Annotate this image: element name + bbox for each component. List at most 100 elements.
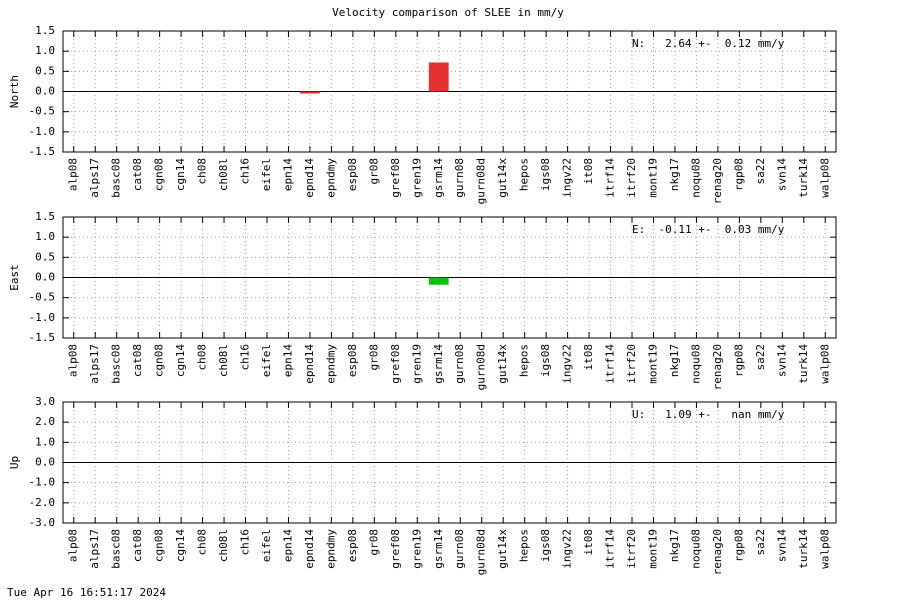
x-tick-label: mont19	[646, 158, 659, 198]
x-tick-label: sa22	[754, 529, 767, 556]
y-tick-label: 0.5	[35, 250, 55, 263]
x-tick-label: cat08	[131, 344, 144, 377]
y-tick-label: 3.0	[35, 395, 55, 408]
x-tick-label: igs08	[539, 158, 552, 191]
x-tick-label: alps17	[88, 158, 101, 198]
x-tick-label: gren19	[410, 158, 423, 198]
x-tick-label: walp08	[818, 344, 831, 384]
x-tick-label: ingv22	[561, 158, 574, 198]
y-tick-label: 0.0	[35, 85, 55, 98]
x-tick-label: alp08	[67, 158, 80, 191]
annotation: U: 1.09 +- nan mm/y	[632, 408, 785, 421]
x-tick-label: ingv22	[561, 529, 574, 569]
bar	[428, 62, 449, 92]
x-tick-label: igs08	[539, 344, 552, 377]
y-tick-label: 1.0	[35, 44, 55, 57]
x-tick-label: it08	[582, 529, 595, 556]
y-tick-label: -1.5	[29, 145, 56, 158]
y-tick-label: -2.0	[29, 496, 56, 509]
x-tick-label: gut14x	[496, 344, 509, 384]
y-axis-label: East	[8, 264, 21, 291]
y-tick-label: -0.5	[29, 105, 56, 118]
x-tick-label: renag20	[711, 529, 724, 575]
x-tick-label: it08	[582, 344, 595, 371]
x-tick-label: ch08	[196, 158, 209, 185]
x-tick-label: ch08	[196, 344, 209, 371]
x-tick-label: basc08	[110, 158, 123, 198]
x-tick-label: cgn08	[153, 158, 166, 191]
x-tick-label: mont19	[646, 529, 659, 569]
x-tick-label: cat08	[131, 529, 144, 562]
x-tick-label: gsrm14	[432, 344, 445, 384]
x-tick-label: cgn14	[174, 529, 187, 562]
x-tick-label: cgn08	[153, 529, 166, 562]
x-tick-label: alp08	[67, 529, 80, 562]
y-tick-label: 1.0	[35, 230, 55, 243]
x-tick-label: ch16	[239, 529, 252, 556]
x-tick-label: epnd14	[303, 158, 316, 198]
x-tick-label: itrf20	[625, 529, 638, 569]
x-tick-label: ingv22	[561, 344, 574, 384]
y-tick-label: 1.5	[35, 210, 55, 223]
x-tick-label: sa22	[754, 344, 767, 371]
x-tick-label: gr08	[367, 529, 380, 556]
y-tick-label: -1.0	[29, 125, 56, 138]
x-tick-label: gr08	[367, 344, 380, 371]
x-tick-label: epn14	[281, 529, 294, 562]
x-tick-label: turk14	[797, 158, 810, 198]
y-axis-label: Up	[8, 456, 21, 469]
y-tick-label: 1.5	[35, 24, 55, 37]
x-tick-label: epnd14	[303, 529, 316, 569]
x-tick-label: gut14x	[496, 158, 509, 198]
x-tick-label: itrf14	[604, 344, 617, 384]
x-tick-label: gurn08	[453, 529, 466, 569]
x-tick-label: eifel	[260, 344, 273, 377]
x-tick-label: rgp08	[732, 158, 745, 191]
x-tick-label: gut14x	[496, 529, 509, 569]
y-tick-label: 0.0	[35, 271, 55, 284]
y-tick-label: -1.0	[29, 311, 56, 324]
x-tick-label: esp08	[346, 158, 359, 191]
bar	[428, 277, 449, 285]
y-tick-label: 2.0	[35, 415, 55, 428]
x-tick-label: noqu08	[689, 529, 702, 569]
x-tick-label: gren19	[410, 344, 423, 384]
x-tick-label: gren19	[410, 529, 423, 569]
x-tick-label: rgp08	[732, 344, 745, 377]
x-tick-label: svn14	[775, 529, 788, 562]
x-tick-label: turk14	[797, 529, 810, 569]
x-tick-label: turk14	[797, 344, 810, 384]
x-tick-label: gref08	[389, 158, 402, 198]
x-tick-label: basc08	[110, 344, 123, 384]
x-tick-label: eifel	[260, 158, 273, 191]
plot-frame	[62, 30, 837, 153]
x-tick-label: nkg17	[668, 344, 681, 377]
y-tick-label: -3.0	[29, 516, 56, 529]
x-tick-label: gref08	[389, 344, 402, 384]
x-tick-label: ch08l	[217, 158, 230, 191]
x-tick-label: epn14	[281, 344, 294, 377]
x-tick-label: hepos	[518, 529, 531, 562]
x-tick-label: ch16	[239, 344, 252, 371]
x-tick-label: ch08	[196, 529, 209, 556]
x-tick-label: hepos	[518, 158, 531, 191]
y-tick-label: -1.0	[29, 476, 56, 489]
x-tick-label: renag20	[711, 344, 724, 390]
x-tick-label: sa22	[754, 158, 767, 185]
x-tick-label: esp08	[346, 344, 359, 377]
x-tick-label: itrf20	[625, 344, 638, 384]
x-tick-label: igs08	[539, 529, 552, 562]
x-tick-label: cgn08	[153, 344, 166, 377]
x-tick-label: gurn08	[453, 344, 466, 384]
annotation: N: 2.64 +- 0.12 mm/y	[632, 37, 785, 50]
x-tick-label: ch08l	[217, 529, 230, 562]
x-tick-label: alp08	[67, 344, 80, 377]
x-tick-label: epndmy	[324, 529, 337, 569]
x-tick-label: gsrm14	[432, 529, 445, 569]
x-tick-label: renag20	[711, 158, 724, 204]
x-tick-label: noqu08	[689, 158, 702, 198]
y-tick-label: -1.5	[29, 331, 56, 344]
x-tick-label: ch16	[239, 158, 252, 185]
